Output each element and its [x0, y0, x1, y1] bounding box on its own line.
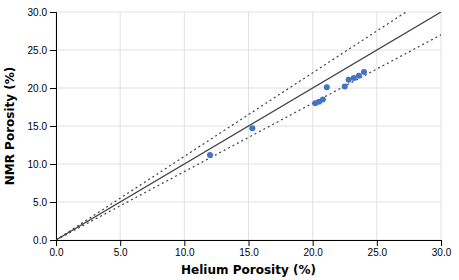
tick-mark: [50, 164, 56, 165]
tick: 30.0: [28, 7, 56, 18]
y-axis: 0.0 5.0 10.0 15.0 20.0 25.0 30.0: [28, 7, 57, 246]
tick-label: 30.0: [432, 247, 452, 258]
x-axis-title: Helium Porosity (%): [181, 263, 316, 277]
point: [351, 75, 357, 81]
tick-label: 0.0: [50, 247, 64, 258]
plot: 0.0 5.0 10.0 15.0 20.0 25.0 30.0 0.0 5.0 10.0 15.0…: [28, 0, 452, 258]
grid-line-y: [56, 12, 441, 13]
reference-line: [56, 35, 441, 240]
tick: 5.0: [33, 197, 56, 208]
tick-label: 10.0: [28, 159, 48, 170]
tick-mark: [50, 88, 56, 89]
tick-label: 15.0: [239, 247, 259, 258]
tick: 30.0: [432, 240, 452, 258]
tick: 10.0: [28, 159, 56, 170]
axis-line: [57, 241, 442, 247]
tick: 0.0: [50, 240, 64, 258]
tick-label: 30.0: [28, 7, 48, 18]
point: [320, 96, 326, 102]
tick-mark: [377, 240, 378, 246]
y-axis-title: NMR Porosity (%): [3, 67, 17, 186]
point: [249, 125, 255, 131]
tick-label: 15.0: [28, 121, 48, 132]
tick-mark: [50, 50, 56, 51]
tick-label: 25.0: [28, 45, 48, 56]
marks: [56, 12, 441, 240]
reference-line: [56, 12, 441, 240]
point: [346, 77, 352, 83]
tick-mark: [249, 240, 250, 246]
tick-mark: [50, 240, 56, 241]
tick-mark: [184, 240, 185, 246]
tick-mark: [441, 240, 442, 246]
point: [361, 69, 367, 75]
tick-mark: [50, 202, 56, 203]
tick-mark: [120, 240, 121, 246]
tick: 20.0: [303, 240, 323, 258]
tick-label: 5.0: [33, 197, 47, 208]
grid-line-y: [56, 88, 441, 89]
tick-label: 0.0: [33, 235, 47, 246]
tick-label: 25.0: [368, 247, 388, 258]
tick-label: 20.0: [28, 83, 48, 94]
point: [207, 152, 213, 158]
axis-line: [50, 13, 57, 241]
tick-mark: [313, 240, 314, 246]
chart: 0.0 5.0 10.0 15.0 20.0 25.0 30.0 0.0 5.0 10.0 15.0…: [0, 0, 459, 280]
grid-line-y: [56, 50, 441, 51]
point: [342, 83, 348, 89]
grid-line-y: [56, 202, 441, 203]
tick-mark: [50, 12, 56, 13]
tick-label: 10.0: [175, 247, 195, 258]
tick-label: 5.0: [114, 247, 128, 258]
tick-mark: [50, 126, 56, 127]
tick: 0.0: [33, 235, 56, 246]
tick-label: 20.0: [303, 247, 323, 258]
tick: 20.0: [28, 83, 56, 94]
point: [356, 73, 362, 79]
grid: [56, 12, 441, 240]
tick: 15.0: [28, 121, 56, 132]
x-axis: 0.0 5.0 10.0 15.0 20.0 25.0 30.0: [50, 240, 452, 258]
tick: 10.0: [175, 240, 195, 258]
tick: 5.0: [114, 240, 128, 258]
tick: 15.0: [239, 240, 259, 258]
point: [324, 84, 330, 90]
tick: 25.0: [368, 240, 388, 258]
tick: 25.0: [28, 45, 56, 56]
reference-line: [56, 12, 441, 240]
grid-line-y: [56, 164, 441, 165]
